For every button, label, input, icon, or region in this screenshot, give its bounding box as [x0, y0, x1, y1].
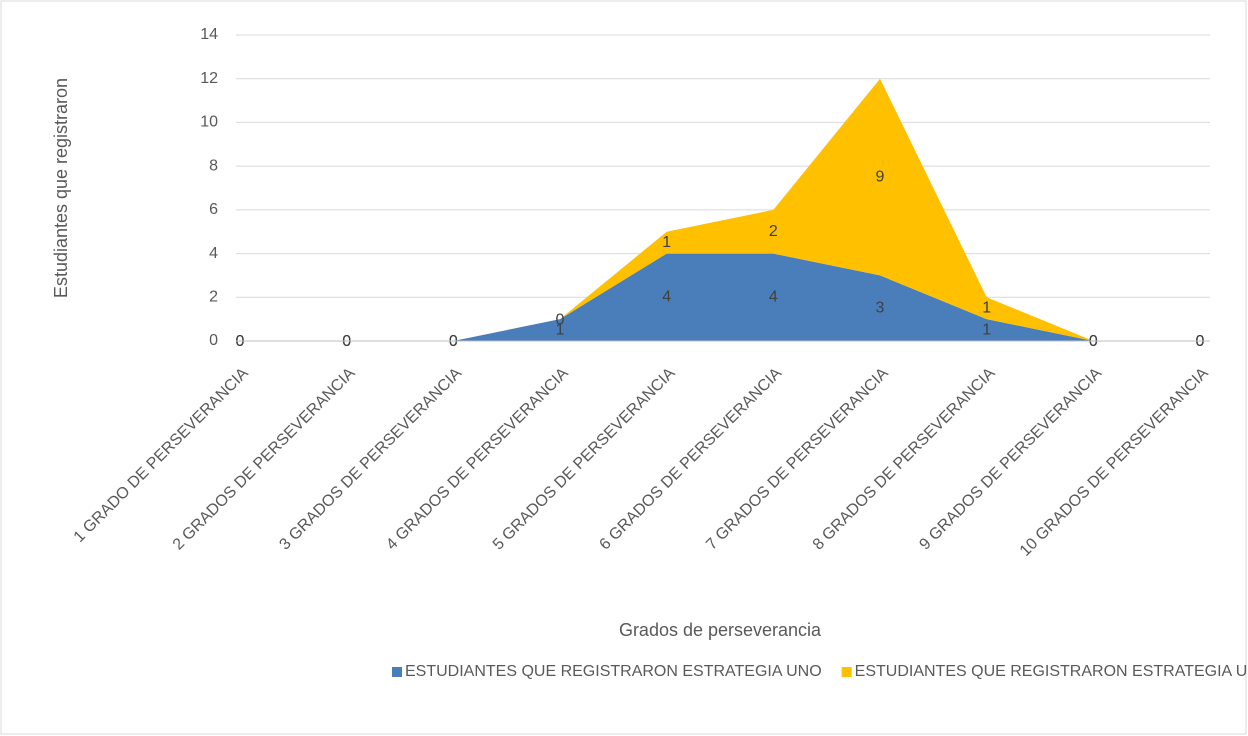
data-label: 0: [1089, 333, 1098, 350]
data-label: 3: [876, 299, 885, 316]
data-label: 2: [769, 223, 778, 240]
y-tick-label: 0: [209, 332, 218, 349]
data-label: 1: [982, 299, 991, 316]
x-axis-title: Grados de perseverancia: [619, 620, 822, 640]
y-tick-label: 8: [209, 157, 218, 174]
data-label: 0: [1089, 333, 1098, 350]
data-label: 1: [982, 321, 991, 338]
data-label: 9: [876, 168, 885, 185]
y-tick-label: 2: [209, 289, 218, 306]
data-label: 1: [662, 234, 671, 251]
y-tick-label: 10: [200, 114, 218, 131]
data-label: 0: [1196, 333, 1205, 350]
y-tick-label: 12: [200, 70, 218, 87]
y-axis-title: Estudiantes que registraron: [51, 78, 71, 298]
data-label: 0: [449, 333, 458, 350]
data-label: 0: [449, 333, 458, 350]
area: [240, 78, 1200, 341]
legend-label: ESTUDIANTES QUE REGISTRARON ESTRATEGIA U…: [405, 663, 822, 680]
data-label: 0: [236, 333, 245, 350]
y-tick-label: 6: [209, 201, 218, 218]
legend-label: ESTUDIANTES QUE REGISTRARON ESTRATEGIA U…: [855, 663, 1248, 680]
data-label: 1: [556, 321, 565, 338]
data-label: 4: [662, 289, 671, 306]
data-label: 4: [769, 289, 778, 306]
data-label: 0: [342, 333, 351, 350]
legend-swatch: [841, 667, 852, 677]
data-label: 0: [1196, 333, 1205, 350]
legend-swatch: [392, 667, 402, 677]
data-label: 0: [236, 333, 245, 350]
y-tick-label: 14: [200, 26, 218, 43]
y-tick-label: 4: [209, 245, 218, 262]
data-label: 0: [556, 311, 565, 328]
data-label: 0: [342, 333, 351, 350]
area: [240, 253, 1200, 341]
